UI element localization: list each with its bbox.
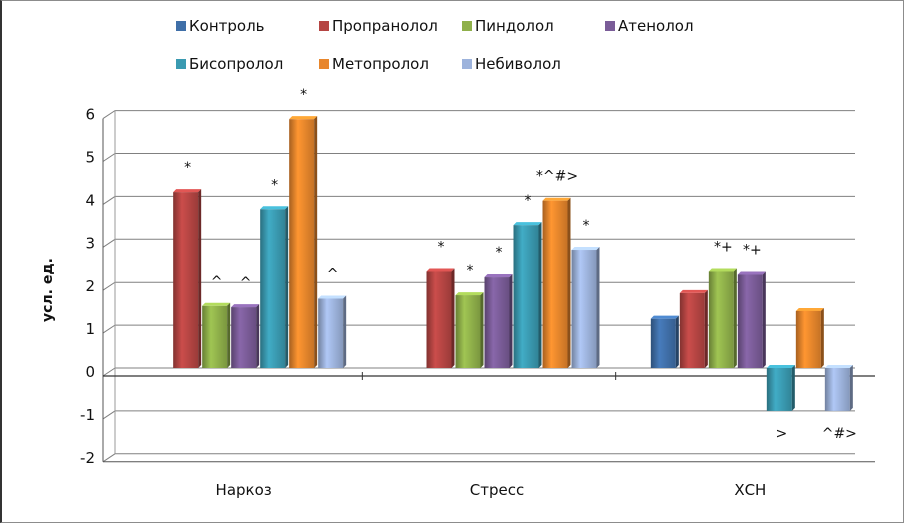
legend-item: Контроль — [176, 17, 265, 35]
gridline — [102, 153, 855, 162]
axes: -2 -1 0 1 2 3 4 5 6 Наркоз Стресс ХСН — [80, 106, 875, 499]
significance-label: *+ — [743, 242, 762, 258]
significance-label: * — [300, 87, 307, 103]
legend-swatch — [462, 59, 472, 69]
annotations: *^ ^**^*****^#>**+ *+> ^#> — [184, 87, 857, 442]
legend-label: Контроль — [189, 17, 265, 35]
y-tick-label: 3 — [85, 234, 95, 252]
legend-item: Метопролол — [319, 55, 429, 73]
bar — [484, 274, 513, 368]
y-tick-label: 0 — [85, 363, 95, 381]
gridline — [102, 410, 855, 420]
legend-swatch — [462, 21, 472, 31]
significance-label: * — [438, 239, 445, 255]
bar — [679, 289, 708, 368]
bar — [737, 271, 766, 368]
bar — [318, 295, 347, 368]
significance-label: ^ — [211, 274, 223, 290]
significance-label: *^#> — [536, 169, 578, 185]
legend-swatch — [176, 21, 186, 31]
legend-swatch — [319, 21, 329, 31]
significance-label: *+ — [714, 239, 733, 255]
bar — [260, 206, 289, 368]
legend-item: Пропранолол — [319, 17, 438, 35]
legend-item: Пиндолол — [462, 17, 554, 35]
y-tick-label: 2 — [85, 277, 95, 295]
x-tick-label: ХСН — [734, 481, 766, 499]
significance-label: ^ — [240, 275, 252, 291]
bar — [766, 365, 795, 411]
significance-label: ^#> — [822, 426, 857, 442]
x-tick-label: Наркоз — [216, 481, 272, 499]
bar — [795, 307, 824, 368]
significance-label: > — [775, 426, 787, 442]
significance-label: * — [583, 218, 590, 234]
y-tick-label: 6 — [85, 106, 95, 124]
gridline — [102, 195, 855, 205]
gridline — [102, 367, 855, 377]
bar — [455, 292, 484, 368]
legend-swatch — [605, 21, 615, 31]
legend-swatch — [176, 59, 186, 69]
bars — [173, 116, 853, 411]
significance-label: * — [467, 263, 474, 279]
bar — [571, 247, 600, 368]
legend-label: Атенолол — [618, 17, 694, 35]
bar — [426, 268, 455, 368]
legend: Контроль Пропранолол Пиндолол Атенолол Бисоп… — [176, 17, 694, 73]
y-axis-label: усл. ед. — [40, 258, 56, 322]
legend-label: Пропранолол — [332, 17, 438, 35]
y-tick-label: 5 — [85, 149, 95, 167]
significance-label: * — [271, 177, 278, 193]
y-tick-label: 1 — [85, 320, 95, 338]
significance-label: * — [496, 245, 503, 261]
legend-item: Небиволол — [462, 55, 561, 73]
legend-label: Бисопролол — [189, 55, 283, 73]
bar — [231, 304, 260, 368]
legend-label: Пиндолол — [475, 17, 554, 35]
bar — [202, 302, 231, 368]
bar — [542, 197, 571, 368]
y-tick-label: -1 — [80, 406, 95, 424]
legend-label: Небиволол — [475, 55, 561, 73]
bar — [824, 365, 853, 411]
y-tick-label: -2 — [80, 449, 95, 467]
y-tick-label: 4 — [85, 191, 95, 209]
significance-label: * — [525, 193, 532, 209]
significance-label: * — [184, 160, 191, 176]
x-tick-label: Стресс — [470, 481, 524, 499]
gridline — [102, 110, 855, 120]
gridline — [102, 453, 855, 463]
bar — [708, 268, 737, 368]
bar — [289, 116, 318, 369]
bar — [650, 315, 679, 368]
legend-item: Атенолол — [605, 17, 694, 35]
legend-swatch — [319, 59, 329, 69]
bar — [513, 222, 542, 368]
bar — [173, 189, 202, 368]
legend-item: Бисопролол — [176, 55, 283, 73]
legend-label: Метопролол — [332, 55, 429, 73]
significance-label: ^ — [327, 267, 339, 283]
